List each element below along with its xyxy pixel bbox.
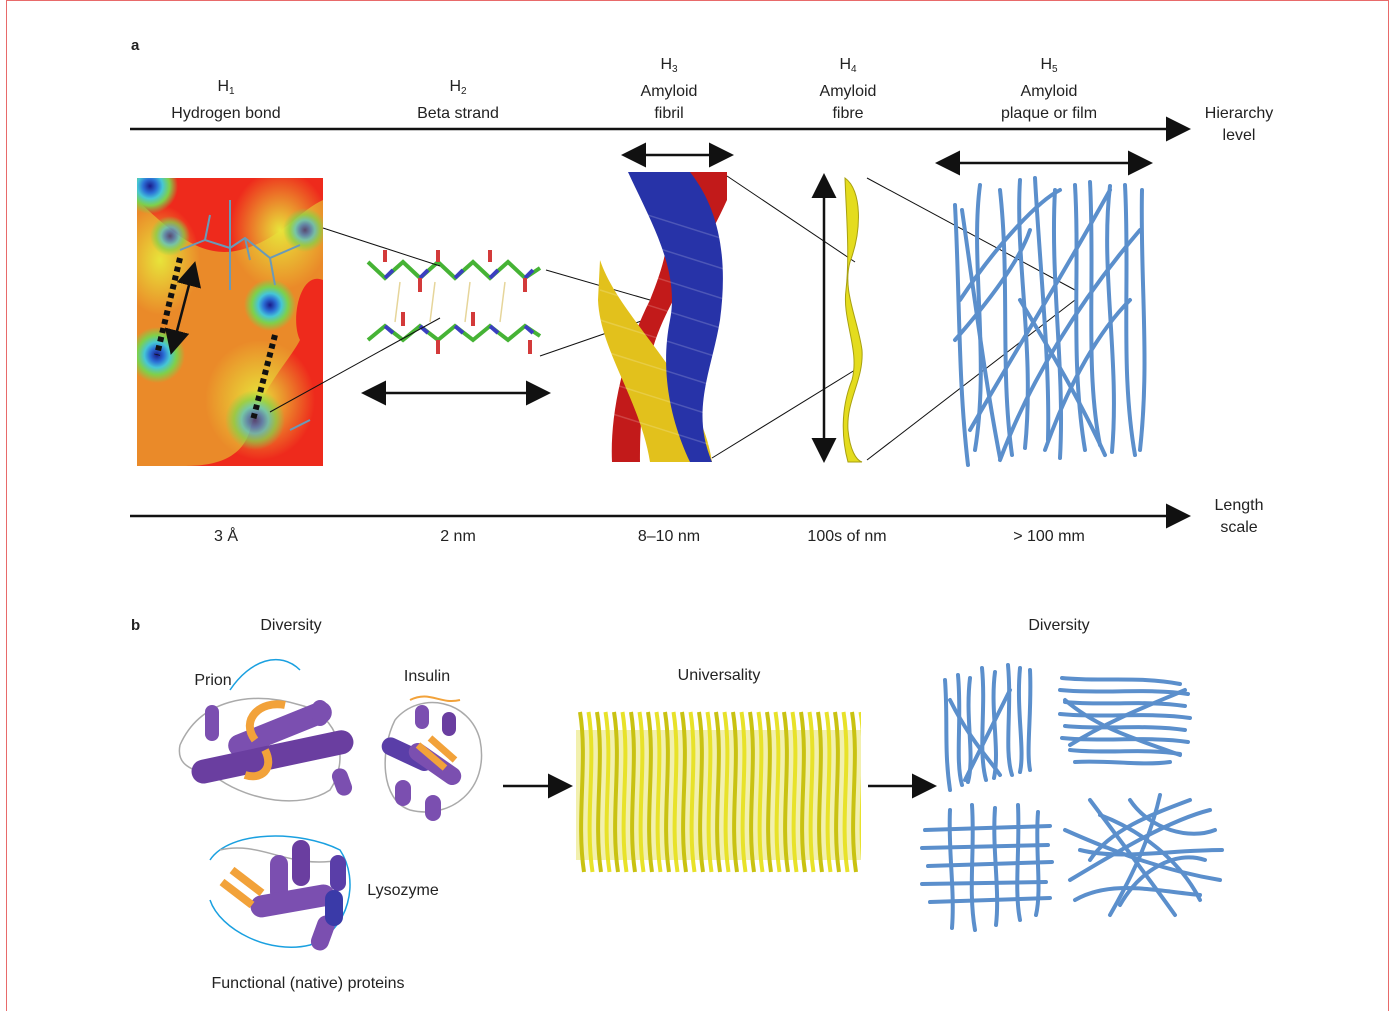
level-h1-label: H1 Hydrogen bond [171,78,281,122]
morphology-aligned-vertical [943,663,1033,792]
fibril-fin [748,711,756,873]
h5-amyloid-plaque [953,176,1147,467]
scale-h1: 3 Å [213,528,238,545]
fibril-fin [850,711,858,873]
h4-amyloid-fibre [842,177,863,463]
insulin-structure [381,695,483,821]
fibril-fin [595,711,603,873]
functional-proteins-caption: Functional (native) proteins [211,975,405,992]
fibril-fin [688,711,697,873]
fibril-fin [714,711,722,873]
universality-fibril [576,711,861,873]
fibril-fin [680,711,688,873]
scale-h3: 8–10 nm [637,528,701,545]
fibril-fin [646,711,654,873]
h1-hydrogen-bond-map [137,178,323,466]
fibril-fin [578,711,586,873]
fibril-fin [620,711,629,873]
fibril-fin [858,711,861,861]
morphology-aligned-horizontal [1058,676,1192,766]
fibril-fin [841,711,850,873]
lysozyme-structure [209,835,351,951]
insulin-label: Insulin [403,668,451,685]
fibril-fin [807,711,816,873]
diversity-left-title: Diversity [260,617,322,634]
morphology-crosshatch [920,803,1054,932]
fibril-fin [586,711,595,873]
level-h3-label: H3 Amyloid fibril [640,56,698,122]
fibril-fin [731,711,739,873]
figure-frame [6,0,1389,1011]
fibril-fin [833,711,841,873]
fibril-fin [739,711,748,873]
fibril-fin [612,711,620,873]
diversity-right-title: Diversity [1028,617,1090,634]
h3-amyloid-fibril [598,172,727,462]
panel-b-letter: b [131,617,141,634]
fibril-fin [799,711,807,873]
scale-h5: > 100 mm [1013,528,1085,545]
fibril-fin [765,711,773,873]
h2-beta-strand [366,250,542,354]
lysozyme-label: Lysozyme [367,882,439,899]
fibril-fin [756,711,765,873]
fibril-fin [603,711,612,873]
fibril-fin [773,711,782,873]
scale-h2: 2 nm [440,528,476,545]
fibril-fin [697,711,705,873]
level-h2-label: H2 Beta strand [417,78,499,122]
fibril-fin [782,711,790,873]
fibril-fin [790,711,799,873]
level-h5-label: H5 Amyloid plaque or film [1000,56,1098,122]
morphology-random-network [1063,793,1224,917]
fibril-fin [629,711,637,873]
length-axis-label: Length scale [1214,497,1264,536]
fibril-fin [824,711,833,873]
fibril-fin [654,711,663,873]
hierarchy-axis-label: Hierarchy level [1204,105,1274,144]
fibril-fin [637,711,646,873]
panel-a-letter: a [131,37,140,54]
scale-h4: 100s of nm [807,528,887,545]
fibril-fin [663,711,671,873]
fibril-fin [705,711,714,873]
level-h4-label: H4 Amyloid fibre [819,56,877,122]
universality-title: Universality [677,667,761,684]
fibril-fin [671,711,680,873]
fibril-fin [816,711,824,873]
prion-structure [178,659,354,802]
prion-label: Prion [194,672,232,689]
fibril-fin [722,711,731,873]
